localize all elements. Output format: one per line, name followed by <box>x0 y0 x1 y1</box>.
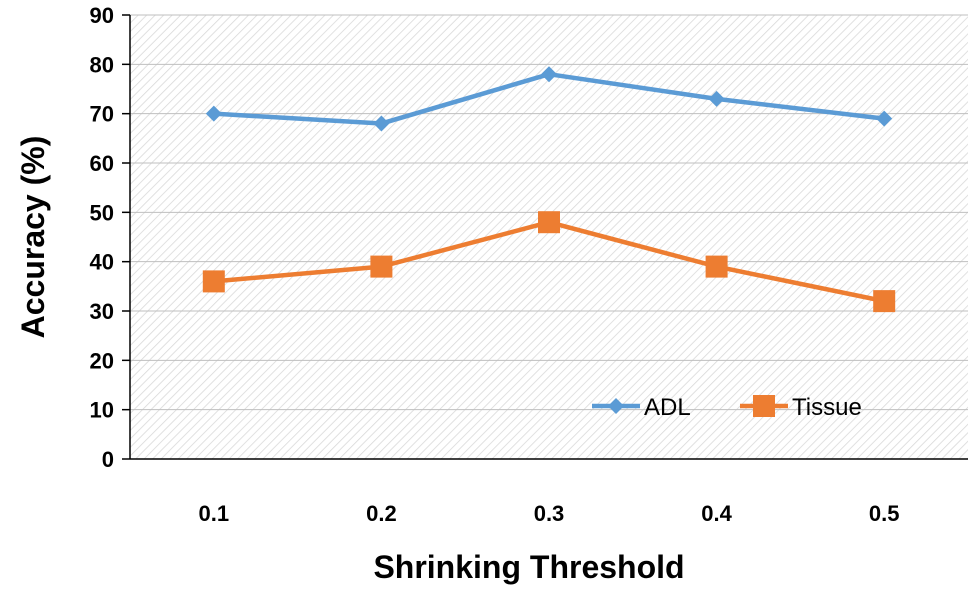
data-point-square <box>873 290 896 313</box>
series-adl <box>205 66 893 132</box>
y-tick-label: 20 <box>90 348 114 373</box>
y-tick-label: 0 <box>102 447 114 472</box>
axes <box>129 15 968 460</box>
data-point-diamond <box>205 105 222 122</box>
legend-item-adl: ADL <box>592 394 691 421</box>
y-tick-label: 90 <box>90 3 114 28</box>
legend-item-tissue: Tissue <box>740 394 862 421</box>
y-tick-label: 10 <box>90 398 114 423</box>
series-tissue <box>202 211 896 313</box>
data-point-diamond <box>608 398 624 414</box>
data-point-square <box>538 211 560 234</box>
x-tick-labels: 0.1 0.2 0.3 0.4 0.5 <box>199 501 900 526</box>
data-point-diamond <box>541 66 557 83</box>
y-axis-title: Accuracy (%) <box>15 136 51 339</box>
y-tick-label: 80 <box>90 52 114 77</box>
data-point-square <box>753 395 775 417</box>
legend: ADL Tissue <box>592 394 862 421</box>
x-tick-label: 0.4 <box>701 501 732 526</box>
x-axis-title: Shrinking Threshold <box>373 549 684 585</box>
x-tick-label: 0.5 <box>869 501 900 526</box>
y-tick-label: 40 <box>90 250 114 275</box>
data-point-diamond <box>373 115 390 132</box>
data-point-square <box>705 255 728 278</box>
legend-label: Tissue <box>792 394 862 421</box>
plot-area <box>130 15 968 459</box>
x-tick-label: 0.3 <box>534 501 565 526</box>
y-tick-label: 50 <box>90 200 114 225</box>
x-tick-label: 0.1 <box>199 501 230 526</box>
y-tick-label: 60 <box>90 151 114 176</box>
series-layer <box>202 66 896 313</box>
x-tick-label: 0.2 <box>366 501 397 526</box>
data-point-square <box>202 270 225 293</box>
data-point-diamond <box>708 90 725 107</box>
legend-label: ADL <box>644 394 691 421</box>
y-tick-label: 30 <box>90 299 114 324</box>
data-point-square <box>370 255 393 278</box>
y-tick-label: 70 <box>90 102 114 127</box>
y-tick-labels: 0 10 20 30 40 50 60 70 80 90 <box>90 3 114 472</box>
data-point-diamond <box>876 110 893 127</box>
